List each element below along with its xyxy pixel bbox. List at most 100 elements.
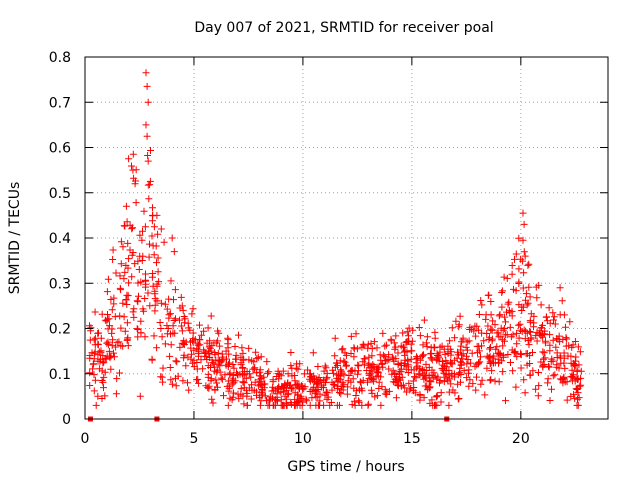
data-point <box>333 401 341 409</box>
data-point <box>270 387 278 395</box>
data-point <box>416 371 424 379</box>
data-point <box>374 372 382 380</box>
data-point <box>343 390 351 398</box>
data-point <box>337 366 345 374</box>
data-point <box>422 374 429 382</box>
data-point <box>370 362 378 370</box>
data-point <box>368 376 376 384</box>
data-point <box>519 257 527 265</box>
data-point <box>94 340 102 348</box>
data-point <box>206 354 214 361</box>
data-point <box>512 383 520 391</box>
data-point <box>472 386 480 394</box>
data-point <box>483 364 491 372</box>
data-point <box>257 381 265 389</box>
data-point <box>220 392 227 400</box>
data-point <box>518 303 526 311</box>
data-point <box>247 373 255 381</box>
data-point <box>336 389 343 396</box>
data-point <box>154 230 162 238</box>
data-point <box>484 322 492 330</box>
data-point <box>416 356 424 364</box>
data-point <box>338 383 346 390</box>
data-point <box>457 358 464 366</box>
data-point <box>534 392 542 400</box>
data-point <box>356 378 364 386</box>
data-point <box>499 368 507 376</box>
data-point <box>354 361 362 369</box>
data-point <box>188 310 196 318</box>
data-point <box>379 363 387 371</box>
data-point <box>347 332 355 340</box>
data-point <box>459 350 467 358</box>
x-tick-label: 15 <box>403 431 421 447</box>
data-point <box>265 368 273 376</box>
data-point <box>495 312 503 320</box>
data-point <box>190 346 198 354</box>
data-point <box>558 297 566 305</box>
data-point <box>205 350 213 358</box>
data-point <box>359 376 367 384</box>
data-point <box>90 360 97 368</box>
data-point <box>107 365 115 373</box>
data-point <box>513 329 521 337</box>
data-point <box>252 369 260 377</box>
data-point <box>352 392 360 399</box>
data-point <box>316 377 324 385</box>
data-point <box>351 367 359 375</box>
data-point <box>478 301 486 309</box>
data-point <box>129 150 137 158</box>
data-point <box>167 341 175 349</box>
data-point <box>132 199 140 207</box>
data-point <box>436 348 444 356</box>
data-point <box>437 398 445 406</box>
data-point <box>134 326 142 333</box>
data-point <box>104 275 112 283</box>
data-point <box>415 370 423 378</box>
data-point <box>402 365 410 373</box>
data-point <box>563 335 571 343</box>
data-point <box>488 335 496 343</box>
data-point <box>392 343 400 351</box>
data-point <box>523 350 531 358</box>
data-point <box>306 370 314 378</box>
data-point <box>385 356 393 363</box>
data-point <box>213 379 221 387</box>
data-point <box>566 318 574 326</box>
data-point <box>463 360 471 368</box>
data-point <box>503 274 511 282</box>
data-point <box>326 401 334 409</box>
data-point <box>101 368 109 376</box>
data-point <box>573 386 581 393</box>
data-point <box>214 327 222 335</box>
data-point <box>112 269 120 277</box>
data-point <box>239 378 247 386</box>
data-point <box>499 342 507 350</box>
data-point <box>116 369 123 377</box>
data-point <box>519 236 527 244</box>
data-point <box>464 346 471 354</box>
data-point <box>261 392 269 400</box>
data-point <box>109 246 117 254</box>
data-point <box>560 311 568 319</box>
data-point <box>459 336 467 344</box>
data-point <box>180 313 188 320</box>
data-point <box>161 340 169 348</box>
data-point <box>355 398 363 406</box>
data-point <box>253 388 260 396</box>
data-point <box>138 236 146 244</box>
data-point <box>436 379 443 387</box>
data-point <box>446 337 454 345</box>
data-point <box>422 339 430 347</box>
data-point <box>466 323 474 331</box>
data-point <box>552 343 560 351</box>
data-point <box>103 288 111 296</box>
data-point <box>218 375 226 383</box>
data-point <box>512 250 520 258</box>
data-point <box>316 397 324 405</box>
data-point <box>519 209 527 217</box>
data-point <box>505 306 513 314</box>
data-point <box>125 255 133 263</box>
data-point <box>170 317 178 324</box>
